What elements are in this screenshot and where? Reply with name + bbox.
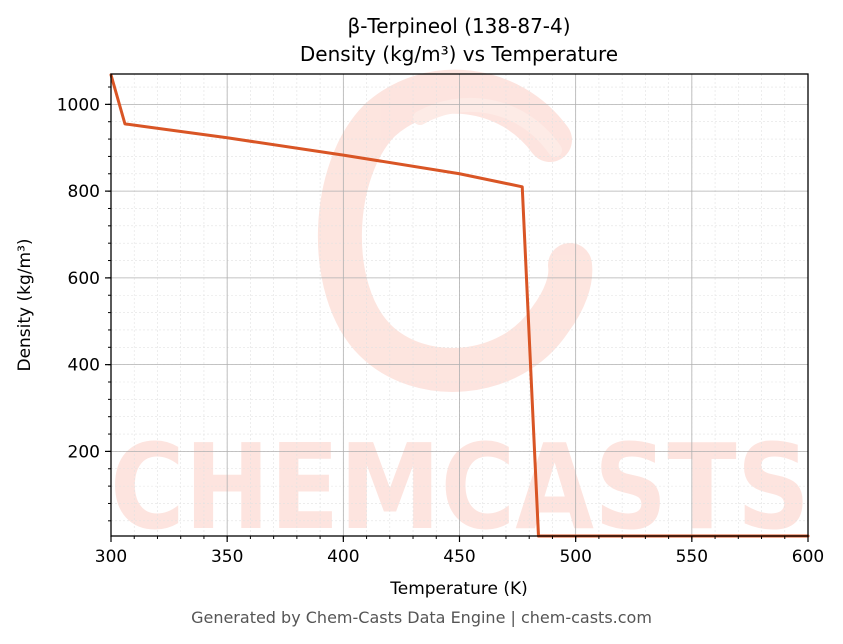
x-tick-label: 450 [443, 547, 475, 567]
y-axis-label: Density (kg/m³) [15, 238, 35, 371]
watermark-text: CHEMCASTS [110, 418, 810, 556]
watermark-logo: CHEMCASTS [110, 69, 810, 556]
footer-credit: Generated by Chem-Casts Data Engine | ch… [191, 608, 652, 627]
chart-subtitle: Density (kg/m³) vs Temperature [300, 42, 618, 66]
y-tick-label: 400 [68, 356, 100, 376]
x-tick-label: 400 [327, 547, 359, 567]
y-tick-label: 600 [68, 269, 100, 289]
y-tick-label: 1000 [57, 95, 100, 115]
y-tick-label: 800 [68, 182, 100, 202]
x-tick-label: 300 [95, 547, 127, 567]
x-axis-label: Temperature (K) [389, 579, 528, 599]
x-tick-label: 500 [559, 547, 591, 567]
x-axis: 300 350 400 450 500 550 600 [95, 536, 824, 567]
x-tick-label: 550 [676, 547, 708, 567]
y-axis: 200 400 600 800 1000 [57, 86, 111, 522]
chart-title: β-Terpineol (138-87-4) [347, 14, 570, 38]
x-tick-label: 350 [211, 547, 243, 567]
x-tick-label: 600 [792, 547, 824, 567]
y-tick-label: 200 [68, 442, 100, 462]
